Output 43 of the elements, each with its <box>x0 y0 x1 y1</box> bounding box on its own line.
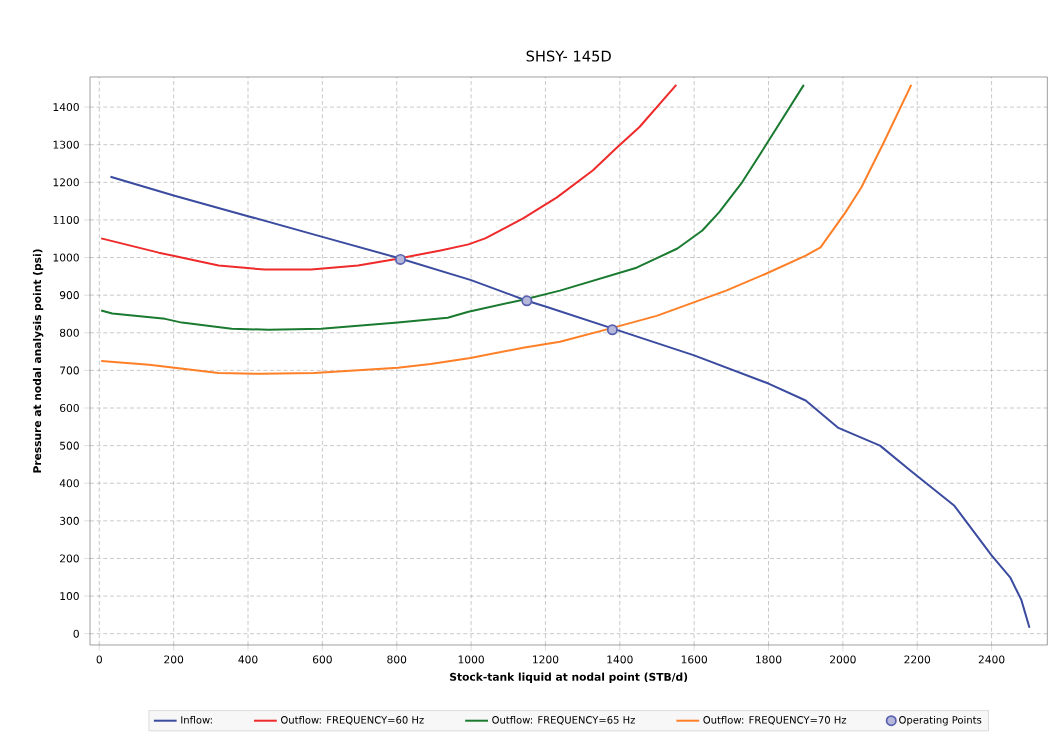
y-tick-label: 200 <box>60 554 79 563</box>
x-tick-label: 1800 <box>756 655 782 664</box>
x-tick-label: 1600 <box>681 655 708 664</box>
y-tick-label: 400 <box>59 479 79 488</box>
y-tick-label: 100 <box>60 592 79 601</box>
x-tick-label: 2400 <box>978 655 1005 664</box>
x-tick-label: 2000 <box>830 655 856 664</box>
y-tick-label: 800 <box>59 328 79 337</box>
y-tick-label: 1400 <box>53 103 79 112</box>
line-series <box>109 175 1031 629</box>
legend-label: Outflow: FREQUENCY=65 Hz <box>492 715 635 725</box>
line-series <box>100 83 805 331</box>
line-series <box>100 83 913 375</box>
x-tick-label: 0 <box>96 655 102 664</box>
x-tick-label: 1200 <box>533 655 559 664</box>
y-tick-label: 1100 <box>53 215 79 224</box>
y-tick-label: 600 <box>60 403 79 413</box>
legend-label: Inflow: <box>181 715 212 724</box>
x-tick-label: 400 <box>238 655 258 664</box>
x-tick-label: 1400 <box>607 655 633 664</box>
point <box>394 253 406 265</box>
y-tick-label: 300 <box>60 516 79 525</box>
y-tick-label: 700 <box>60 366 79 375</box>
chart-title: SHSY- 145D <box>526 50 611 62</box>
y-tick-label: 1000 <box>53 253 79 262</box>
y-tick-label: 1300 <box>53 140 79 149</box>
legend-label: Outflow: FREQUENCY=70 Hz <box>703 715 847 725</box>
legend-label: Operating Points <box>899 715 982 726</box>
line-series <box>100 83 678 271</box>
x-tick-label: 600 <box>312 655 332 664</box>
x-tick-label: 200 <box>164 655 184 664</box>
y-tick-label: 1200 <box>53 178 79 187</box>
x-tick-label: 800 <box>387 655 407 664</box>
legend-label: Outflow: FREQUENCY=60 Hz <box>281 715 424 725</box>
y-tick-label: 900 <box>59 291 79 300</box>
point <box>606 324 618 336</box>
x-tick-label: 2200 <box>904 655 931 664</box>
y-axis-title: Pressure at nodal analysis point (psi) <box>32 249 44 473</box>
point <box>521 295 533 307</box>
x-tick-label: 1000 <box>458 655 484 664</box>
x-axis-title: Stock-tank liquid at nodal point (STB/d) <box>450 672 688 683</box>
y-tick-label: 500 <box>60 441 79 450</box>
y-tick-label: 0 <box>73 629 79 638</box>
